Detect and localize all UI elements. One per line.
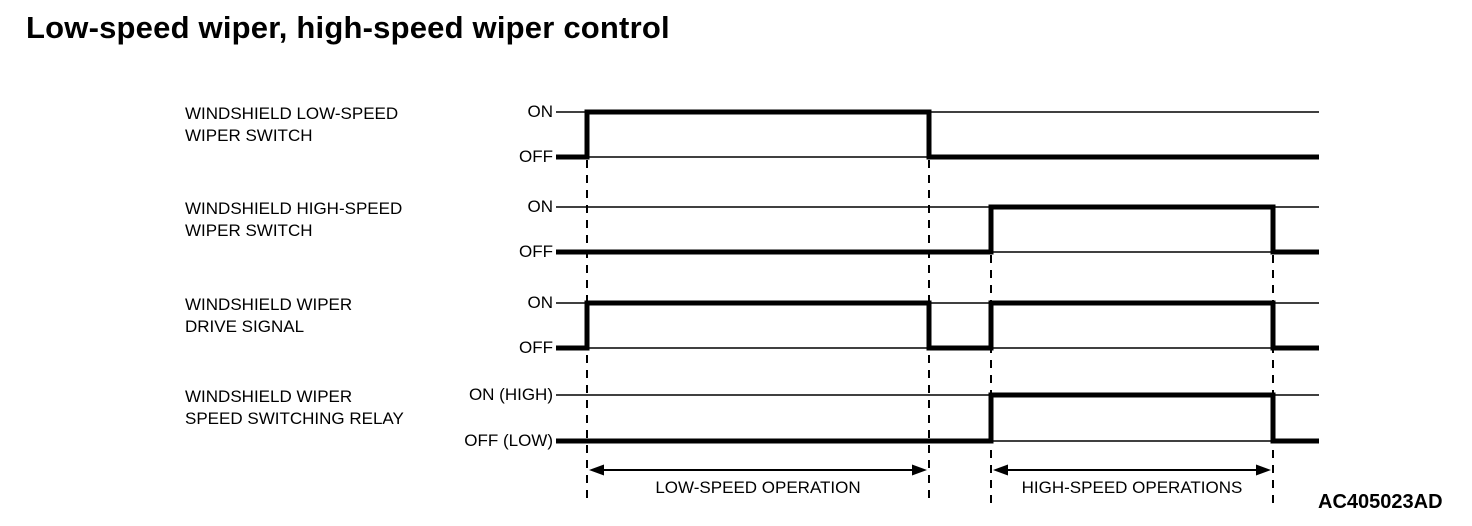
annotation-high-speed-operations: HIGH-SPEED OPERATIONS [1021, 478, 1243, 497]
level-label-on: ON [527, 197, 554, 216]
arrowhead-right-icon [912, 464, 927, 476]
signal-label-low-speed-switch: WINDSHIELD LOW-SPEED WIPER SWITCH [185, 104, 399, 145]
annotation-low-speed-operation: LOW-SPEED OPERATION [655, 478, 861, 497]
level-label-off: OFF [519, 242, 553, 261]
arrowhead-right-icon [1256, 464, 1271, 476]
signal-waveform [556, 109, 1319, 160]
arrowhead-left-icon [589, 464, 604, 476]
signal-waveform [556, 204, 1319, 255]
signal-label-drive-signal: WINDSHIELD WIPER DRIVE SIGNAL [185, 295, 353, 336]
page-title: Low-speed wiper, high-speed wiper contro… [26, 10, 670, 45]
signal-label-speed-relay: WINDSHIELD WIPER SPEED SWITCHING RELAY [185, 387, 404, 428]
signal-waveform [556, 300, 1319, 351]
level-label-off-low: OFF (LOW) [464, 431, 553, 450]
level-label-on-high: ON (HIGH) [468, 385, 553, 404]
level-label-on: ON [527, 293, 554, 312]
figure-code: AC405023AD [1318, 491, 1443, 513]
signal-waveform [556, 392, 1319, 444]
level-label-on: ON [527, 102, 554, 121]
level-label-off: OFF [519, 147, 553, 166]
arrowhead-left-icon [993, 464, 1008, 476]
level-label-off: OFF [519, 338, 553, 357]
signal-label-high-speed-switch: WINDSHIELD HIGH-SPEED WIPER SWITCH [185, 199, 403, 240]
